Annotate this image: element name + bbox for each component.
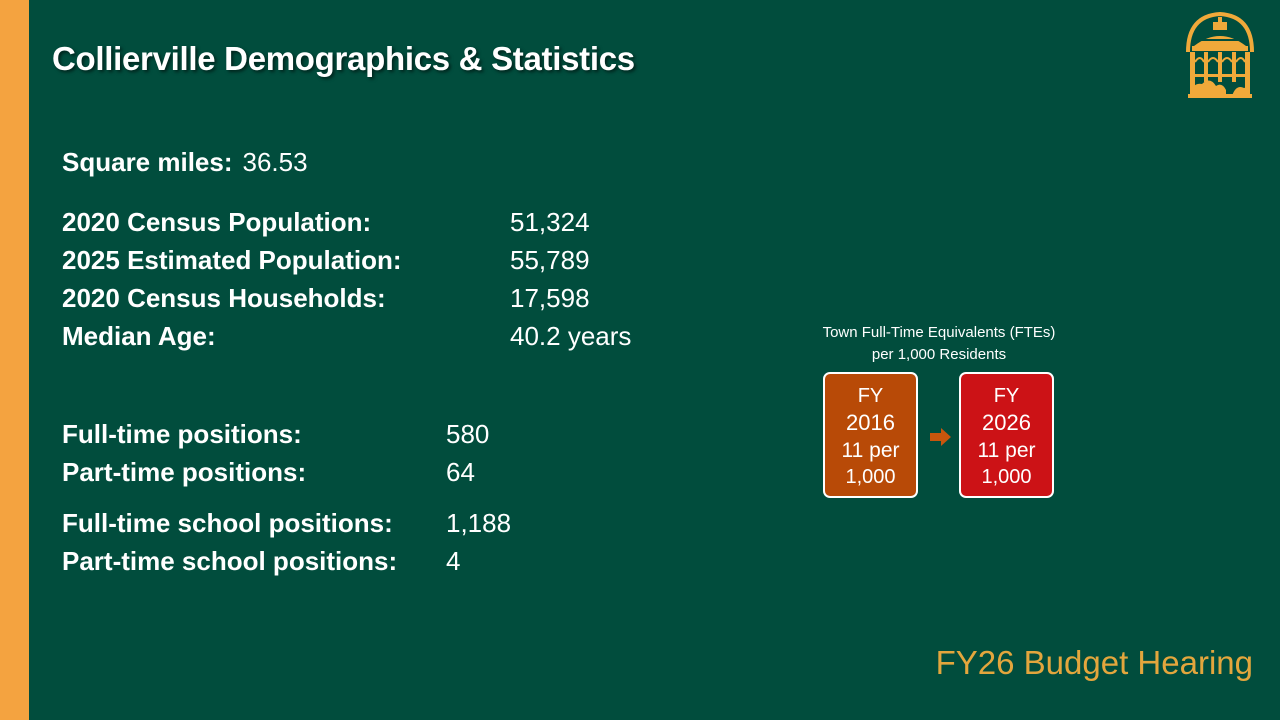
fte-box-per: 1,000 bbox=[981, 466, 1032, 488]
census-population-value: 51,324 bbox=[510, 207, 590, 237]
part-time-school-positions-label: Part-time school positions: bbox=[62, 546, 398, 576]
census-households-label: 2020 Census Households: bbox=[62, 283, 386, 313]
part-time-positions-row: Part-time positions: 64 bbox=[62, 456, 475, 488]
full-time-positions-value: 580 bbox=[446, 419, 490, 449]
full-time-school-positions-row: Full-time school positions: 1,188 bbox=[62, 507, 511, 539]
fte-box-fy2026: FY 2026 11 per 1,000 bbox=[959, 372, 1054, 498]
full-time-positions-row: Full-time positions: 580 bbox=[62, 418, 489, 450]
fte-box-year: 2016 bbox=[846, 410, 895, 435]
fte-box-fy2016: FY 2016 11 per 1,000 bbox=[823, 372, 918, 498]
fte-box-year: 2026 bbox=[982, 410, 1031, 435]
full-time-positions-label: Full-time positions: bbox=[62, 419, 302, 449]
fte-box-rate: 11 per bbox=[977, 439, 1036, 462]
fte-box-rate: 11 per bbox=[841, 439, 900, 462]
estimated-population-value: 55,789 bbox=[510, 245, 590, 275]
estimated-population-row: 2025 Estimated Population: 55,789 bbox=[62, 244, 590, 276]
estimated-population-label: 2025 Estimated Population: bbox=[62, 245, 402, 275]
median-age-value: 40.2 years bbox=[510, 321, 632, 351]
part-time-positions-label: Part-time positions: bbox=[62, 457, 307, 487]
gazebo-logo-icon bbox=[1186, 12, 1254, 98]
slide-title: Collierville Demographics & Statistics bbox=[52, 40, 635, 77]
square-miles-value: 36.53 bbox=[242, 147, 308, 177]
accent-bar bbox=[0, 0, 29, 720]
part-time-school-positions-row: Part-time school positions: 4 bbox=[62, 545, 460, 577]
arrow-right-icon bbox=[930, 428, 951, 446]
full-time-school-positions-label: Full-time school positions: bbox=[62, 508, 393, 538]
square-miles-label: Square miles: bbox=[62, 147, 233, 177]
fte-title-line2: per 1,000 Residents bbox=[871, 346, 1007, 363]
full-time-school-positions-value: 1,188 bbox=[446, 508, 512, 538]
census-population-row: 2020 Census Population: 51,324 bbox=[62, 206, 590, 238]
fte-box-fy-label: FY bbox=[857, 385, 884, 407]
footer-label: FY26 Budget Hearing bbox=[935, 644, 1253, 681]
fte-box-per: 1,000 bbox=[845, 466, 896, 488]
part-time-school-positions-value: 4 bbox=[446, 546, 461, 576]
census-households-value: 17,598 bbox=[510, 283, 590, 313]
fte-title-line1: Town Full-Time Equivalents (FTEs) bbox=[822, 324, 1056, 341]
fte-box-fy-label: FY bbox=[993, 385, 1020, 407]
census-population-label: 2020 Census Population: bbox=[62, 207, 372, 237]
square-miles-row: Square miles: 36.53 bbox=[62, 146, 308, 178]
median-age-label: Median Age: bbox=[62, 321, 216, 351]
median-age-row: Median Age: 40.2 years bbox=[62, 320, 631, 352]
part-time-positions-value: 64 bbox=[446, 457, 475, 487]
fte-title: Town Full-Time Equivalents (FTEs) per 1,… bbox=[805, 322, 1073, 366]
census-households-row: 2020 Census Households: 17,598 bbox=[62, 282, 590, 314]
